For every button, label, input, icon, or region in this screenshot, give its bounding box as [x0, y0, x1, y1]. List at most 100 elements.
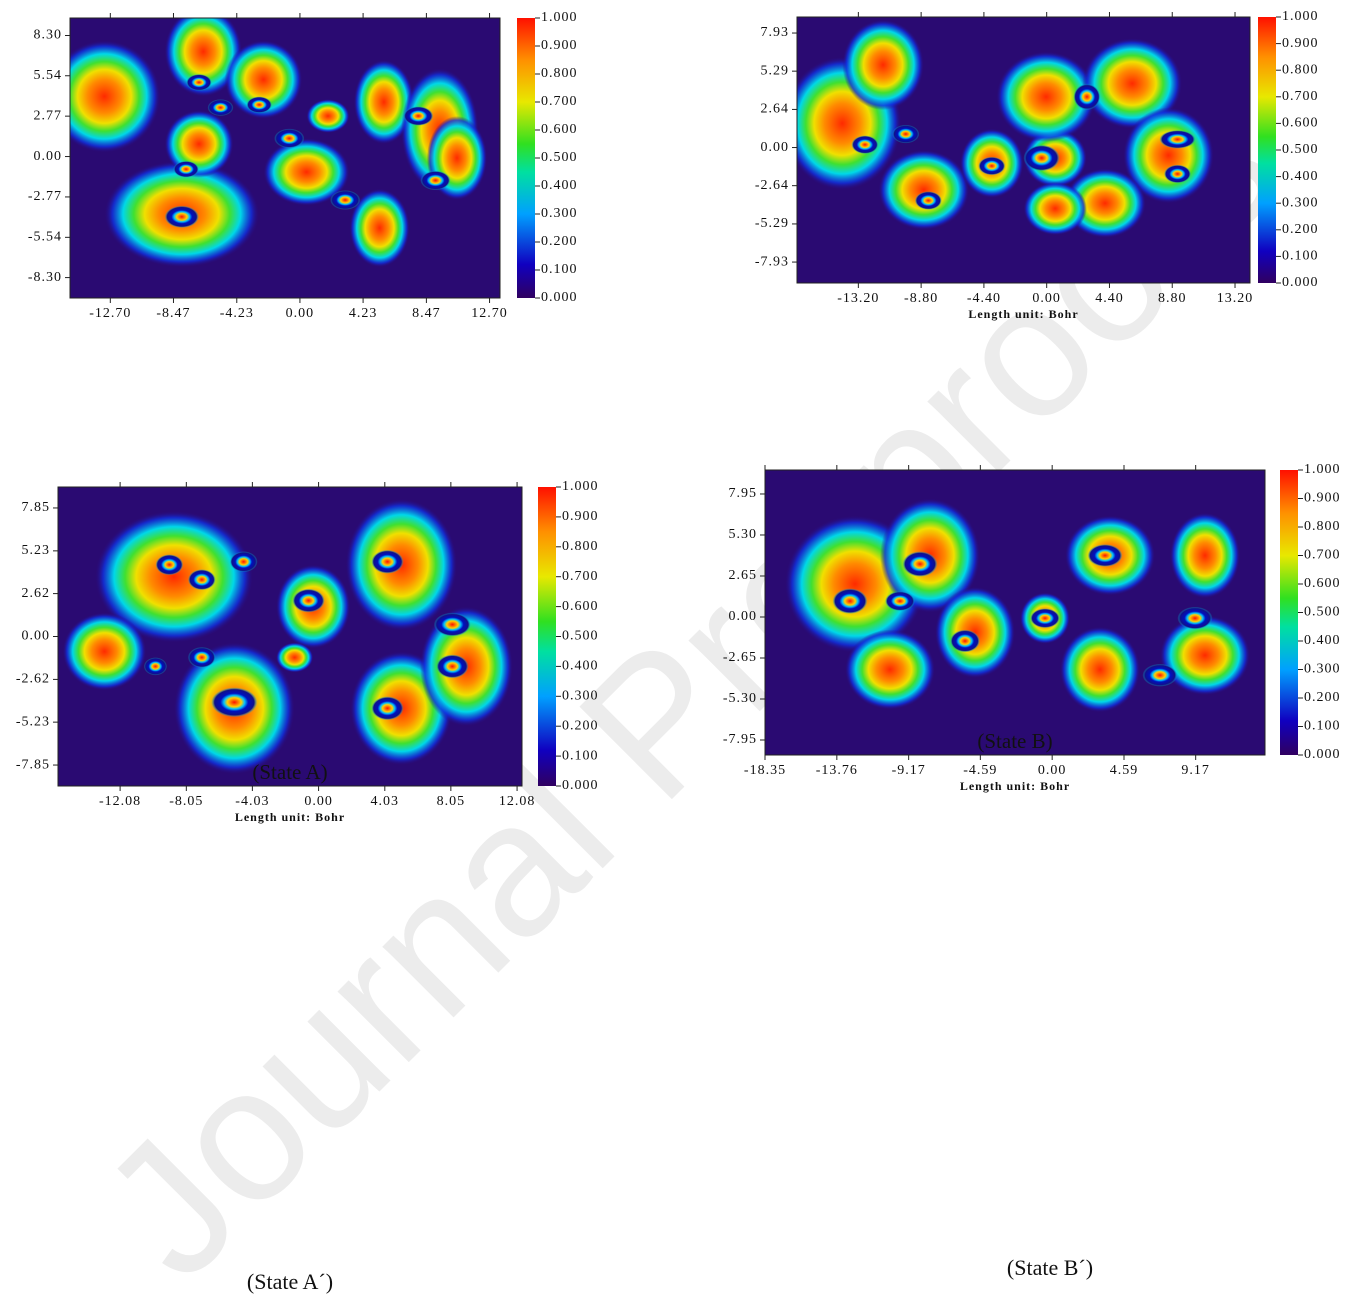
density-blob: [1170, 513, 1240, 599]
colorbar-tick-label: 0.700: [541, 94, 578, 109]
colorbar-tick-label: 0.300: [541, 206, 578, 221]
nucleus: [420, 171, 450, 191]
density-blob: [276, 642, 313, 672]
colorbar-tick-label: 0.900: [1304, 491, 1341, 506]
nucleus: [208, 99, 234, 116]
nucleus: [371, 696, 403, 720]
y-tick-label: -7.85: [16, 757, 50, 772]
colorbar-tick-label: 0.800: [541, 66, 578, 81]
nucleus: [246, 96, 272, 113]
annotation: (State B): [977, 729, 1052, 753]
y-tick-label: -2.64: [755, 178, 789, 193]
colorbar-tick-label: 0.500: [1282, 142, 1319, 157]
nucleus: [165, 206, 199, 228]
y-tick-label: -2.65: [723, 650, 757, 665]
y-tick-label: 2.62: [22, 586, 51, 601]
x-tick-label: -13.20: [837, 291, 879, 306]
y-tick-label: 5.23: [22, 543, 51, 558]
colorbar-tick-label: 0.600: [562, 599, 599, 614]
nucleus: [1073, 84, 1100, 111]
x-tick-label: 0.00: [1032, 291, 1061, 306]
y-tick-label: 7.95: [729, 486, 758, 501]
colorbar-tick-label: 0.100: [1304, 719, 1341, 734]
x-tick-label: 0.00: [286, 306, 315, 321]
y-tick-label: 0.00: [761, 140, 790, 155]
colorbar-tick-label: 0.400: [1282, 169, 1319, 184]
y-tick-label: -8.30: [28, 270, 62, 285]
density-blob: [307, 99, 350, 133]
colorbar-tick-label: 0.900: [1282, 36, 1319, 51]
figure: Journal Pre-proofs (State A´) (State B´)…: [0, 0, 1360, 1301]
x-tick-label: -8.05: [169, 794, 203, 809]
x-tick-label: -4.23: [220, 306, 254, 321]
colorbar-tick-label: 0.100: [541, 262, 578, 277]
x-tick-label: 0.00: [304, 794, 333, 809]
nucleus: [978, 157, 1005, 176]
y-tick-label: 0.00: [22, 629, 51, 644]
colorbar-tick-label: 0.000: [562, 778, 599, 793]
colorbar-tick-label: 0.500: [541, 150, 578, 165]
x-tick-label: 4.40: [1095, 291, 1124, 306]
colorbar-tick-label: 0.100: [562, 748, 599, 763]
x-tick-label: 4.23: [349, 306, 378, 321]
nucleus: [144, 657, 167, 675]
colorbar-tick-label: 1.000: [1304, 462, 1341, 477]
density-blob: [842, 20, 924, 110]
nucleus: [1143, 664, 1178, 687]
nucleus: [186, 74, 212, 91]
x-tick-label: 8.05: [437, 794, 466, 809]
x-tick-label: -13.76: [816, 763, 858, 778]
nucleus: [885, 591, 915, 611]
y-tick-label: 2.65: [729, 568, 758, 583]
y-tick-label: 2.77: [34, 108, 63, 123]
x-tick-label: 13.20: [1217, 291, 1254, 306]
colorbar-tick-label: 0.000: [1282, 275, 1319, 290]
density-blob: [845, 630, 935, 710]
nucleus: [292, 589, 324, 613]
colorbar-tick-label: 0.600: [541, 122, 578, 137]
colorbar-tick-label: 0.700: [1282, 89, 1319, 104]
colorbar-tick-label: 0.700: [562, 569, 599, 584]
caption: (State A´): [247, 1269, 333, 1294]
nucleus: [915, 191, 942, 210]
nucleus: [1159, 130, 1195, 149]
nucleus: [1030, 608, 1060, 628]
x-tick-label: -4.59: [963, 763, 997, 778]
nucleus: [188, 647, 216, 668]
nucleus: [436, 654, 468, 678]
colorbar-tick-label: 0.500: [1304, 605, 1341, 620]
x-tick-label: -18.35: [744, 763, 786, 778]
x-tick-label: -4.03: [235, 794, 269, 809]
x-tick-label: 4.03: [371, 794, 400, 809]
nucleus: [903, 551, 938, 577]
nucleus: [434, 613, 471, 637]
colorbar-tick-label: 0.800: [562, 539, 599, 554]
y-tick-label: 7.93: [761, 25, 790, 40]
y-tick-label: -5.23: [16, 714, 50, 729]
caption: (State B´): [1007, 1255, 1093, 1280]
x-tick-label: 9.17: [1181, 763, 1210, 778]
nucleus: [1178, 607, 1213, 630]
x-tick-label: -8.47: [156, 306, 190, 321]
colorbar-tick-label: 0.500: [562, 629, 599, 644]
x-tick-label: 0.00: [1038, 763, 1067, 778]
colorbar: [538, 487, 556, 786]
colorbar-tick-label: 0.700: [1304, 548, 1341, 563]
nucleus: [211, 687, 257, 717]
nucleus: [1088, 544, 1123, 567]
x-tick-label: 4.59: [1110, 763, 1139, 778]
colorbar-tick-label: 0.600: [1282, 116, 1319, 131]
x-tick-label: -12.08: [99, 794, 141, 809]
colorbar: [1280, 470, 1298, 755]
nucleus: [1024, 145, 1060, 172]
nucleus: [833, 588, 868, 614]
colorbar-tick-label: 1.000: [562, 479, 599, 494]
y-tick-label: -5.54: [28, 230, 62, 245]
annotation: (State A): [252, 760, 327, 784]
y-tick-label: -2.77: [28, 189, 62, 204]
colorbar-tick-label: 0.400: [1304, 633, 1341, 648]
nucleus: [950, 630, 980, 653]
nucleus: [155, 554, 183, 575]
colorbar-tick-label: 0.300: [1304, 662, 1341, 677]
